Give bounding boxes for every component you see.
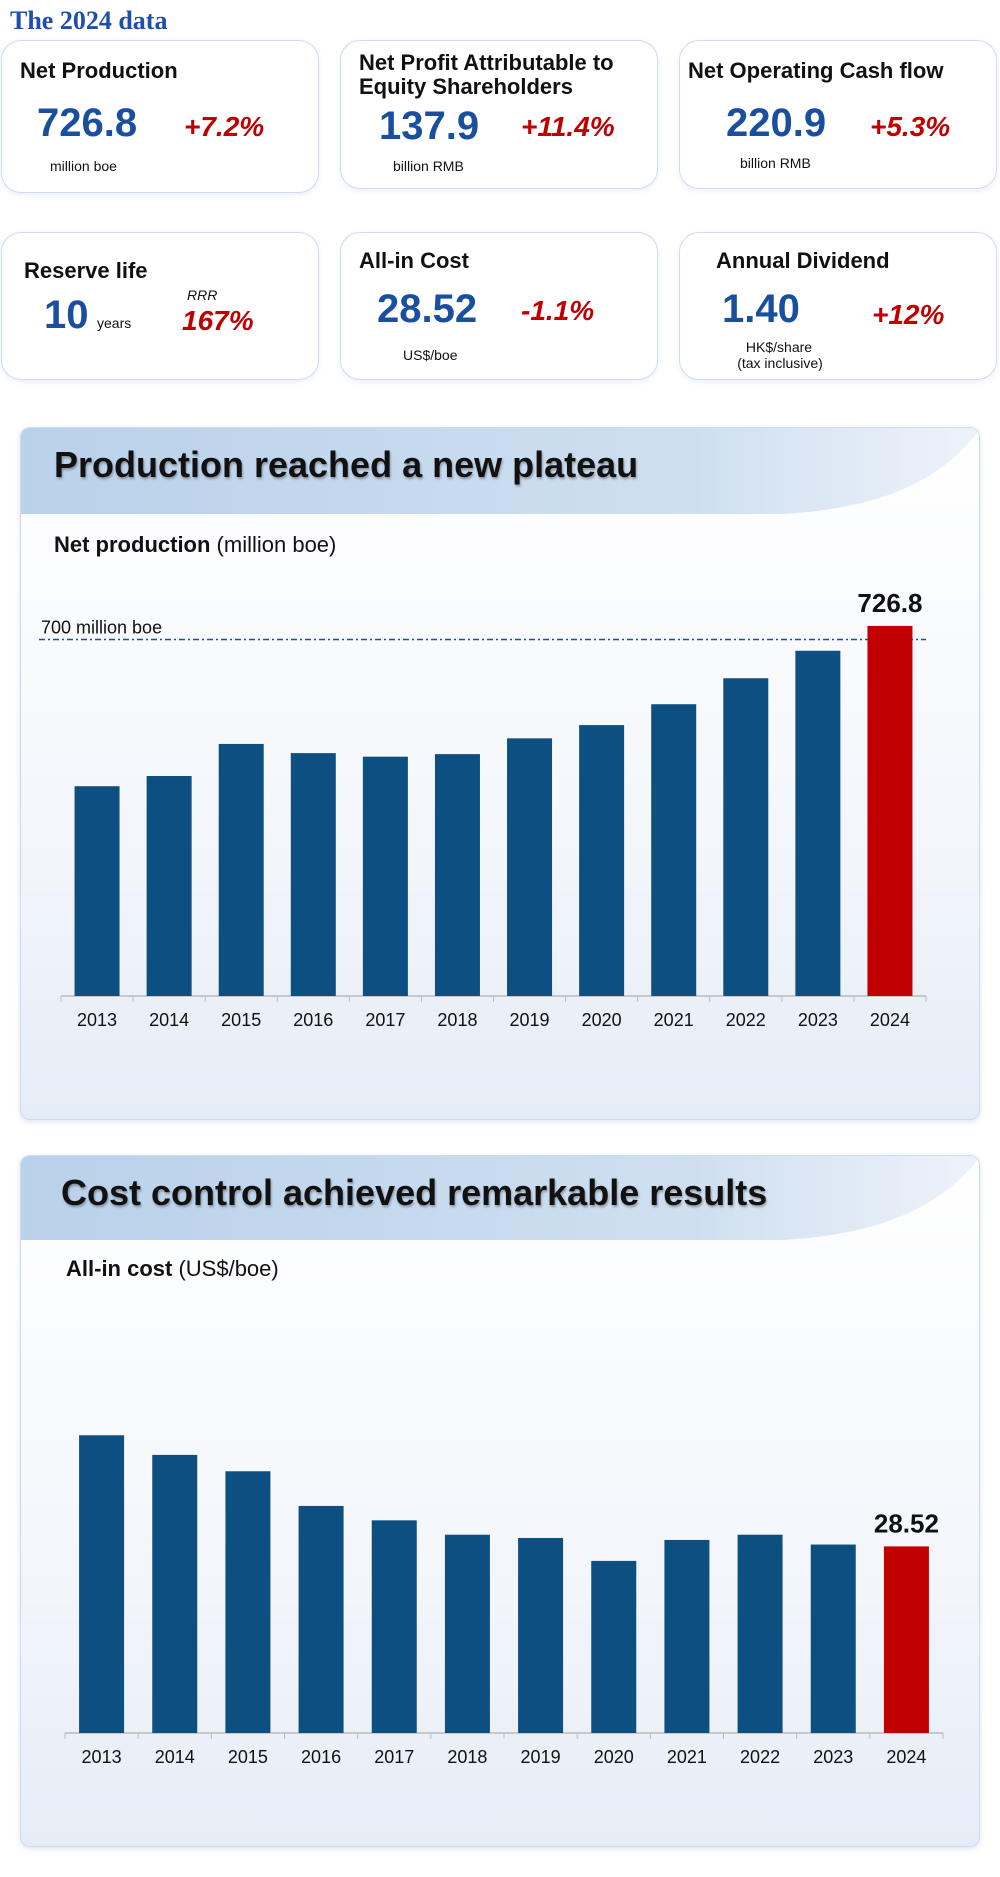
x-tick-label: 2015 [228, 1747, 268, 1767]
card-unit-line1: HK$/share [745, 339, 813, 355]
panel-banner [21, 1156, 979, 1240]
bar-highlight [867, 625, 913, 996]
card-all-in-cost: All-in Cost 28.52 -1.1% US$/boe [340, 232, 658, 380]
reference-line-label: 700 million boe [41, 618, 162, 638]
chart-subtitle: Net production (million boe) [54, 532, 336, 558]
card-change: +12% [872, 299, 945, 330]
bar [74, 786, 120, 996]
card-cash-flow: Net Operating Cash flow 220.9 +5.3% bill… [679, 40, 997, 189]
x-tick-label: 2018 [447, 1747, 487, 1767]
x-tick-label: 2017 [365, 1010, 405, 1030]
x-tick-label: 2018 [437, 1010, 477, 1030]
production-bar-chart: 700 million boe 2013 2014 2015 2016 2017 2018 2… [39, 588, 927, 1030]
bar [651, 704, 697, 996]
bar [664, 1539, 710, 1733]
bar [579, 725, 625, 996]
card-unit: billion RMB [740, 155, 811, 171]
card-value: 220.9 [726, 101, 827, 145]
rrr-value: 167% [182, 305, 254, 336]
bar [362, 756, 408, 996]
chart-subtitle-unit: (US$/boe) [172, 1256, 279, 1281]
bar [225, 1471, 271, 1733]
rrr-label: RRR [187, 287, 218, 303]
card-net-production: Net Production 726.8 +7.2% million boe [1, 40, 319, 193]
bar [444, 1534, 490, 1733]
bar [810, 1544, 856, 1733]
card-label: Net Production [20, 58, 178, 83]
bar [795, 650, 841, 996]
x-tick-label: 2016 [301, 1747, 341, 1767]
panel-banner [21, 428, 979, 514]
x-tick-label: 2014 [155, 1747, 195, 1767]
x-tick-label: 2021 [667, 1747, 707, 1767]
card-label: Annual Dividend [716, 248, 890, 273]
card-label-line2: Equity Shareholders [359, 74, 573, 99]
x-tick-label: 2019 [510, 1010, 550, 1030]
card-label: Reserve life [24, 258, 148, 283]
x-tick-label: 2020 [582, 1010, 622, 1030]
x-tick-label: 2020 [594, 1747, 634, 1767]
card-unit: years [97, 315, 132, 331]
x-tick-label: 2016 [293, 1010, 333, 1030]
panel-heading: Production reached a new plateau [54, 444, 639, 485]
x-tick-label: 2024 [870, 1010, 910, 1030]
x-tick-label: 2023 [813, 1747, 853, 1767]
panel-heading: Cost control achieved remarkable results [61, 1172, 768, 1213]
bar [723, 678, 769, 996]
card-value: 726.8 [37, 101, 138, 145]
bar-highlight [883, 1546, 929, 1733]
bar [434, 754, 480, 996]
bar [298, 1505, 344, 1733]
card-label: All-in Cost [359, 248, 469, 273]
card-dividend: Annual Dividend 1.40 +12% HK$/share (tax… [679, 232, 997, 380]
card-unit: million boe [50, 158, 117, 174]
card-value: 28.52 [377, 287, 478, 331]
cost-panel: Cost control achieved remarkable results… [20, 1155, 980, 1847]
x-tick-label: 2022 [726, 1010, 766, 1030]
cost-bar-chart: 2013 2014 2015 2016 2017 2018 2019 2020 2021 2022… [64, 1435, 944, 1767]
bar [290, 753, 336, 996]
bar [737, 1534, 783, 1733]
bar [507, 738, 553, 996]
chart-subtitle-unit: (million boe) [210, 532, 337, 557]
x-tick-label: 2013 [77, 1010, 117, 1030]
data-label: 28.52 [874, 1508, 939, 1538]
x-tick-label: 2013 [82, 1747, 122, 1767]
data-label: 726.8 [857, 588, 922, 618]
card-value: 137.9 [379, 104, 480, 148]
chart-subtitle: All-in cost (US$/boe) [66, 1256, 279, 1282]
chart-subtitle-bold: All-in cost [66, 1256, 173, 1281]
card-label: Net Operating Cash flow [688, 58, 944, 83]
card-change: +5.3% [870, 111, 951, 142]
card-unit-line2: (tax inclusive) [737, 355, 823, 371]
x-tick-label: 2019 [521, 1747, 561, 1767]
bar [152, 1454, 198, 1733]
card-change: -1.1% [521, 295, 595, 326]
bar [591, 1560, 637, 1733]
x-tick-label: 2017 [374, 1747, 414, 1767]
production-panel: Production reached a new plateau Net pro… [20, 427, 980, 1120]
x-tick-label: 2022 [740, 1747, 780, 1767]
x-tick-label: 2023 [798, 1010, 838, 1030]
card-unit: billion RMB [393, 158, 464, 174]
bar [371, 1520, 417, 1733]
bar [146, 776, 192, 996]
page-title: The 2024 data [10, 6, 168, 35]
card-value: 10 [44, 293, 89, 337]
bar [218, 743, 264, 996]
x-tick-label: 2014 [149, 1010, 189, 1030]
x-tick-label: 2015 [221, 1010, 261, 1030]
bar [79, 1435, 125, 1733]
x-tick-label: 2021 [654, 1010, 694, 1030]
x-tick-label: 2024 [886, 1747, 926, 1767]
card-net-profit: Net Profit Attributable to Equity Shareh… [340, 40, 658, 189]
card-change: +11.4% [521, 111, 615, 142]
bar [518, 1538, 564, 1733]
chart-subtitle-bold: Net production [54, 532, 211, 557]
card-reserve-life: Reserve life 10 years RRR 167% [1, 232, 319, 380]
card-unit: US$/boe [403, 347, 458, 363]
card-value: 1.40 [722, 287, 800, 331]
card-change: +7.2% [184, 111, 265, 142]
card-label-line1: Net Profit Attributable to [359, 50, 614, 75]
